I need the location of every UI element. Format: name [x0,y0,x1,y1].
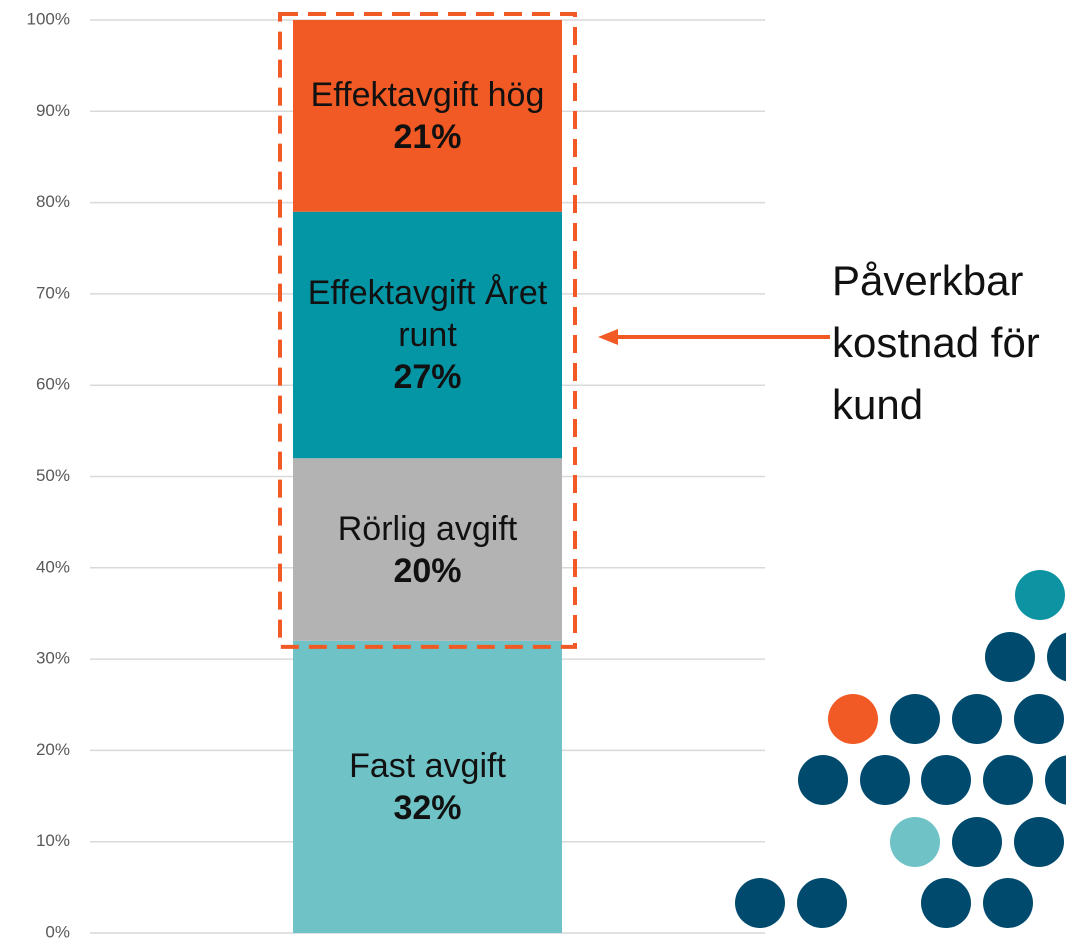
y-tick-label: 30% [36,649,70,668]
dot [798,755,848,805]
y-tick-label: 60% [36,375,70,394]
dot [1014,817,1064,867]
segment-label: Rörlig avgift 20% [308,508,548,592]
y-tick-label: 100% [27,9,70,28]
dot [890,694,940,744]
y-tick-label: 50% [36,466,70,485]
y-tick-label: 90% [36,101,70,120]
value-label: 20% [393,551,462,590]
dot [921,755,971,805]
dot [735,878,785,928]
segment-label: Effektavgift Året runt 27% [308,272,548,398]
dot [985,632,1035,682]
dot [1045,755,1066,805]
highlight-box [278,12,577,649]
y-tick-label: 10% [36,831,70,850]
decor-dots [735,570,1066,928]
arrow-head [598,329,618,345]
bar-segment [293,20,562,212]
y-tick-label: 20% [36,740,70,759]
y-tick-label: 0% [45,922,70,940]
value-label: 32% [393,788,462,827]
dot [860,755,910,805]
segment-name: Rörlig avgift [337,509,518,548]
dot [1015,570,1065,620]
dot [921,878,971,928]
dot [952,817,1002,867]
value-label: 27% [393,357,462,396]
y-tick-label: 80% [36,192,70,211]
y-tick-label: 70% [36,283,70,302]
y-tick-label: 40% [36,557,70,576]
bar-segment [293,640,562,933]
dot [1014,694,1064,744]
dot [983,755,1033,805]
bar-segment [293,211,562,459]
dot [983,878,1033,928]
bar-segment [293,458,562,641]
segment-label: Effektavgift hög 21% [308,74,548,158]
annotation: Påverkbar kostnad för kund [832,257,1040,428]
dot [1047,632,1066,682]
value-label: 21% [393,117,462,156]
segment-label: Fast avgift 32% [308,745,548,829]
dot [952,694,1002,744]
dot [797,878,847,928]
segment-name: Fast avgift [349,746,506,785]
dot [890,817,940,867]
segment-name: Effektavgift Året runt [307,273,548,354]
segment-name: Effektavgift hög [310,75,545,114]
dot [828,694,878,744]
